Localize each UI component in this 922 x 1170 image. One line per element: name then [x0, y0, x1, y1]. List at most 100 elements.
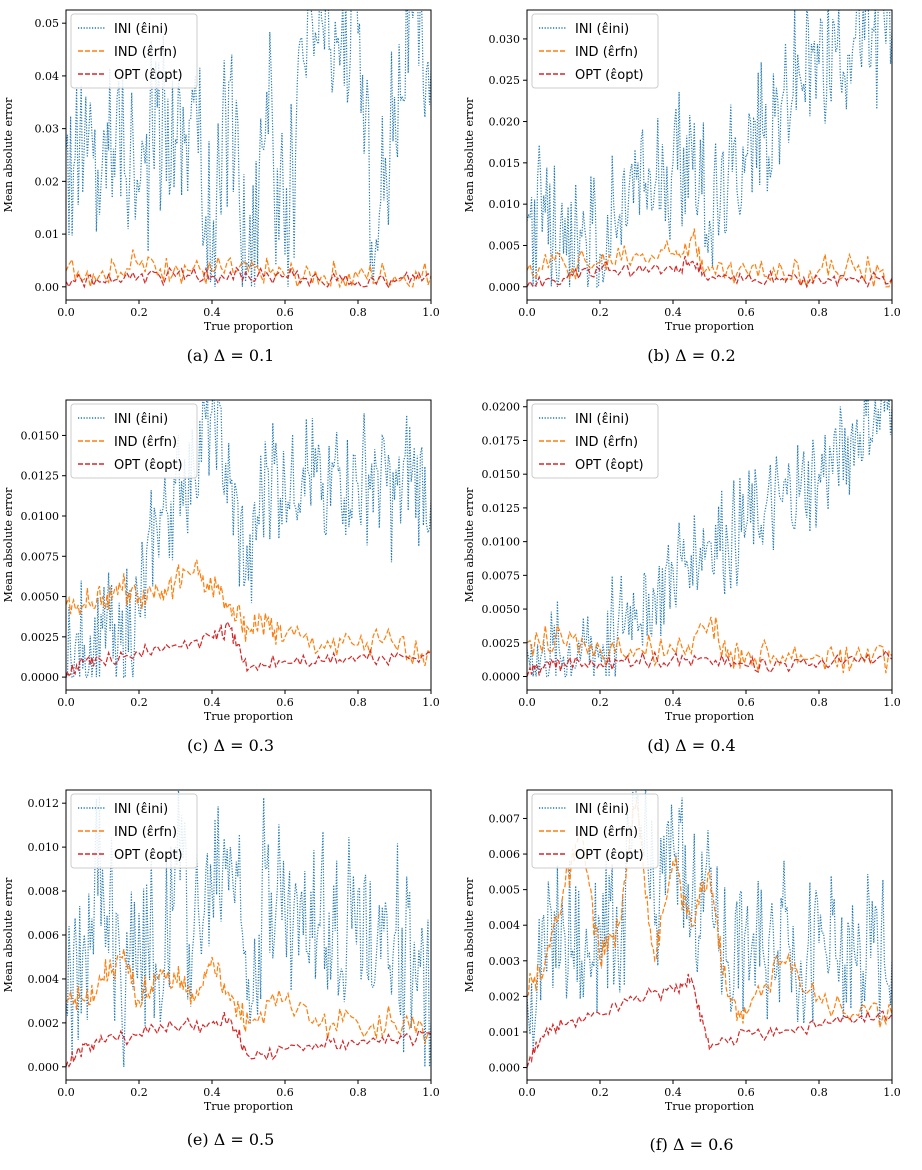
y-tick-label: 0.0100 — [482, 536, 521, 549]
y-axis-label: Mean absolute error — [463, 97, 476, 212]
legend-label: INI (ε̂ini) — [114, 412, 168, 427]
y-axis-label: Mean absolute error — [463, 487, 476, 602]
chart-svg: 0.0 0.2 0.4 0.6 0.8 1.0 0.000 0.005 0.010 0.015 0.… — [463, 9, 901, 333]
figure-caption: (b) Δ = 0.2 — [647, 346, 736, 365]
x-tick-label: 0.4 — [664, 1086, 682, 1099]
legend: INI (ε̂ini) IND (ε̂rfn) OPT (ε̂opt) — [70, 13, 198, 89]
series-line-opt — [66, 266, 431, 289]
x-tick-label: 1.0 — [883, 306, 901, 319]
series-line-opt — [527, 649, 892, 677]
x-tick-label: 0.8 — [349, 1086, 367, 1099]
x-tick-label: 0.0 — [518, 1086, 536, 1099]
series-line-ind — [527, 616, 892, 674]
x-tick-label: 0.6 — [276, 306, 294, 319]
x-axis-label: True proportion — [204, 320, 293, 333]
y-tick-label: 0.0000 — [21, 671, 60, 684]
y-tick-label: 0.0175 — [482, 434, 521, 447]
series-line-ini — [66, 790, 431, 1067]
legend-box — [70, 793, 198, 869]
legend-label: OPT (ε̂opt) — [114, 848, 183, 863]
y-tick-label: 0.0025 — [21, 631, 60, 644]
y-tick-label: 0.03 — [35, 123, 60, 136]
legend-label: IND (ε̂rfn) — [114, 435, 177, 450]
y-tick-label: 0.0125 — [21, 470, 60, 483]
x-tick-label: 0.6 — [276, 1086, 294, 1099]
x-tick-label: 0.8 — [349, 306, 367, 319]
chart-svg: 0.0 0.2 0.4 0.6 0.8 1.0 0.0000 0.0025 0.0050 0.00… — [2, 399, 440, 723]
chart-svg: 0.0 0.2 0.4 0.6 0.8 1.0 0.00 0.01 0.02 0.03 0.04 0.… — [2, 9, 440, 333]
x-tick-label: 0.4 — [203, 306, 221, 319]
x-axis-label: True proportion — [665, 320, 754, 333]
x-tick-label: 0.2 — [591, 1086, 609, 1099]
y-tick-label: 0.002 — [28, 1017, 60, 1030]
y-tick-label: 0.001 — [489, 1026, 521, 1039]
y-tick-label: 0.0075 — [482, 569, 521, 582]
series-line-ini — [527, 790, 892, 1050]
y-tick-label: 0.0150 — [21, 429, 60, 442]
y-tick-label: 0.000 — [28, 1061, 60, 1074]
y-tick-label: 0.008 — [28, 885, 60, 898]
x-tick-label: 0.0 — [518, 306, 536, 319]
x-tick-label: 0.0 — [518, 696, 536, 709]
legend-label: IND (ε̂rfn) — [575, 435, 638, 450]
figure-caption: (c) Δ = 0.3 — [186, 736, 275, 755]
x-tick-label: 1.0 — [422, 696, 440, 709]
y-tick-label: 0.0100 — [21, 510, 60, 523]
x-tick-label: 0.2 — [130, 306, 148, 319]
legend: INI (ε̂ini) IND (ε̂rfn) OPT (ε̂opt) — [531, 13, 659, 89]
legend-label: INI (ε̂ini) — [114, 22, 168, 37]
figure-caption: (f) Δ = 0.6 — [649, 1135, 734, 1154]
y-tick-label: 0.004 — [28, 973, 60, 986]
y-tick-label: 0.003 — [489, 955, 521, 968]
x-tick-label: 0.0 — [57, 696, 75, 709]
y-tick-label: 0.00 — [35, 281, 60, 294]
y-tick-label: 0.04 — [35, 70, 60, 83]
x-axis-label: True proportion — [204, 710, 293, 723]
chart-svg: 0.0 0.2 0.4 0.6 0.8 1.0 0.0000 0.0025 0.0050 0.00… — [463, 399, 901, 723]
y-tick-label: 0.006 — [489, 848, 521, 861]
x-tick-label: 0.2 — [130, 696, 148, 709]
y-tick-label: 0.025 — [489, 74, 521, 87]
figure-caption: (e) Δ = 0.5 — [186, 1130, 275, 1149]
x-tick-label: 1.0 — [883, 696, 901, 709]
x-tick-label: 1.0 — [883, 1086, 901, 1099]
x-tick-label: 0.0 — [57, 306, 75, 319]
y-tick-label: 0.0075 — [21, 550, 60, 563]
x-tick-label: 0.4 — [203, 696, 221, 709]
y-tick-label: 0.005 — [489, 884, 521, 897]
legend-label: OPT (ε̂opt) — [575, 848, 644, 863]
y-tick-label: 0.010 — [28, 841, 60, 854]
y-tick-label: 0.007 — [489, 812, 521, 825]
x-tick-label: 0.2 — [130, 1086, 148, 1099]
y-tick-label: 0.006 — [28, 929, 60, 942]
series-line-ini — [66, 400, 431, 679]
legend-box — [531, 403, 659, 479]
x-tick-label: 0.6 — [276, 696, 294, 709]
plot-frame — [526, 9, 893, 301]
plot-frame — [65, 399, 432, 691]
chart-panel: 0.0 0.2 0.4 0.6 0.8 1.0 0.000 0.001 0.002 0.003 0.… — [461, 780, 922, 1170]
y-tick-label: 0.020 — [489, 116, 521, 129]
x-tick-label: 0.4 — [664, 696, 682, 709]
series-line-opt — [66, 620, 431, 678]
y-tick-label: 0.0050 — [482, 603, 521, 616]
y-tick-label: 0.0000 — [482, 671, 521, 684]
series-line-ind — [527, 800, 892, 1028]
y-tick-label: 0.010 — [489, 198, 521, 211]
x-axis-label: True proportion — [204, 1100, 293, 1113]
y-tick-label: 0.012 — [28, 797, 60, 810]
y-tick-label: 0.000 — [489, 1062, 521, 1075]
legend-box — [531, 793, 659, 869]
x-tick-label: 0.8 — [810, 1086, 828, 1099]
series-line-opt — [527, 255, 892, 289]
series-line-opt — [527, 973, 892, 1068]
x-tick-label: 0.8 — [810, 696, 828, 709]
y-tick-label: 0.0150 — [482, 468, 521, 481]
y-tick-label: 0.0050 — [21, 591, 60, 604]
legend-box — [70, 13, 198, 89]
y-axis-label: Mean absolute error — [463, 877, 476, 992]
legend-label: IND (ε̂rfn) — [114, 45, 177, 60]
series-line-ind — [66, 559, 431, 667]
legend: INI (ε̂ini) IND (ε̂rfn) OPT (ε̂opt) — [531, 793, 659, 869]
legend-box — [531, 13, 659, 89]
